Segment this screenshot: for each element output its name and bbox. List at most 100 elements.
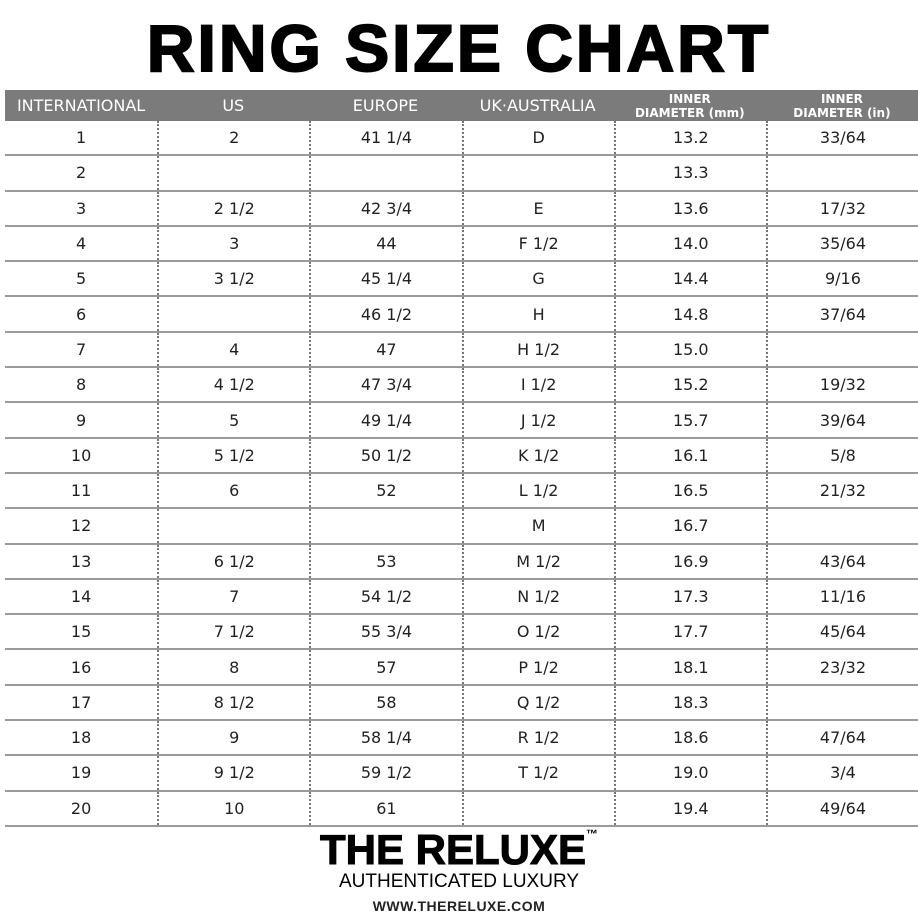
table-cell: N 1/2 [461, 579, 614, 614]
column-header: UK·AUSTRALIA [479, 96, 596, 115]
table-cell: 4 [75, 234, 87, 254]
table-cell: 16.5 [613, 473, 766, 508]
table-row: 17 8 1/2 58 Q 1/2 18.3 [5, 685, 918, 722]
table-cell: 19.0 [613, 756, 766, 790]
table-cell: 47 [309, 332, 461, 367]
table-cell: K 1/2 [461, 438, 614, 472]
table-cell: 18.1 [613, 650, 766, 684]
table-cell: 33/64 [765, 121, 918, 155]
table-cell: 9 [75, 410, 87, 430]
table-cell [309, 509, 461, 543]
table-cell: 6 [157, 473, 309, 508]
table-cell: 14.4 [613, 262, 766, 296]
table-row: 10 5 1/2 50 1/2 K 1/2 16.1 5/8 [5, 438, 918, 474]
table-cell: 57 [309, 650, 461, 684]
trademark: ™ [586, 827, 599, 841]
table-cell: 17 [70, 692, 92, 712]
table-row: 4 3 44 F 1/2 14.0 35/64 [5, 226, 918, 263]
table-cell: 3/4 [765, 756, 918, 790]
table-cell: G [461, 262, 614, 296]
table-cell: 14 [70, 587, 92, 606]
table-cell: 4 1/2 [157, 368, 309, 402]
table-row: 9 5 49 1/4 J 1/2 15.7 39/64 [5, 403, 918, 439]
table-cell [765, 332, 918, 367]
table-cell: 3 [157, 226, 309, 261]
table-cell: P 1/2 [461, 650, 614, 684]
table-cell: 54 1/2 [309, 579, 461, 614]
table-cell: 4 [157, 332, 309, 367]
brand-name: THE RELUXE [319, 826, 587, 873]
table-cell: 47/64 [765, 721, 918, 755]
table-cell: D [461, 121, 614, 155]
table-cell: 16.9 [613, 544, 766, 578]
table-cell: 2 [75, 163, 87, 183]
table-cell: 18.6 [613, 721, 766, 755]
table-cell: 9/16 [765, 262, 918, 296]
table-row: 13 6 1/2 53 M 1/2 16.9 43/64 [5, 544, 918, 580]
table-cell: 19/32 [765, 368, 918, 402]
table-row: 11 6 52 L 1/2 16.5 21/32 [5, 473, 918, 510]
table-cell [461, 156, 614, 190]
table-row: 20 10 61 19.4 49/64 [5, 791, 918, 827]
column-header: INNER DIAMETER (in) [766, 92, 918, 120]
table-cell: 13.6 [613, 191, 766, 225]
table-cell: 58 1/4 [309, 721, 461, 755]
table-cell: 59 1/2 [309, 756, 461, 790]
table-row: 1 2 41 1/4 D 13.2 33/64 [5, 121, 918, 157]
table-row: 15 7 1/2 55 3/4 O 1/2 17.7 45/64 [5, 615, 918, 651]
table-cell: 55 3/4 [309, 615, 461, 649]
table-cell: 16 [70, 657, 92, 677]
table-cell [765, 685, 918, 720]
table-cell: 2 1/2 [157, 191, 309, 225]
table-cell: R 1/2 [461, 721, 614, 755]
brand-tagline: AUTHENTICATED LUXURY [339, 871, 579, 892]
table-cell: 44 [309, 226, 461, 261]
column-header: EUROPE [352, 96, 419, 115]
table-cell: 3 1/2 [157, 262, 309, 296]
table-cell [157, 509, 309, 543]
table-cell: 49/64 [765, 791, 918, 825]
table-cell: 8 [157, 650, 309, 684]
table-row: 6 46 1/2 H 14.8 37/64 [5, 297, 918, 333]
table-cell: 43/64 [765, 544, 918, 578]
table-cell: Q 1/2 [461, 685, 614, 720]
table-cell: 20 [70, 798, 92, 818]
table-cell: 5 1/2 [157, 438, 309, 472]
table-cell [461, 791, 614, 825]
table-row: 5 3 1/2 45 1/4 G 14.4 9/16 [5, 262, 918, 298]
table-cell: 13.2 [613, 121, 766, 155]
table-cell [309, 156, 461, 190]
table-cell: 18 [70, 728, 92, 748]
table-row: 7 4 47 H 1/2 15.0 [5, 332, 918, 369]
table-cell: 17.7 [613, 615, 766, 649]
table-body: 1 2 41 1/4 D 13.2 33/64 2 13.3 3 2 1/2 42 3/4 E 13.6… [5, 121, 918, 827]
table-cell: 5/8 [765, 438, 918, 472]
table-cell: 45 1/4 [309, 262, 461, 296]
column-header-line: INNER [820, 91, 863, 106]
ring-size-table: INTERNATIONAL US EUROPE UK·AUSTRALIA INNER DI… [5, 90, 918, 827]
table-cell: L 1/2 [461, 473, 614, 508]
table-row: 8 4 1/2 47 3/4 I 1/2 15.2 19/32 [5, 368, 918, 404]
table-cell: M 1/2 [461, 544, 614, 578]
table-cell: 17/32 [765, 191, 918, 225]
table-cell: 23/32 [765, 650, 918, 684]
table-cell: 61 [309, 791, 461, 825]
table-cell: 11 [70, 481, 92, 501]
table-cell: 15.0 [613, 332, 766, 367]
website-url: WWW.THERELUXE.COM [372, 898, 546, 914]
table-cell: 9 [157, 721, 309, 755]
table-header: INTERNATIONAL US EUROPE UK·AUSTRALIA INNER DI… [5, 90, 918, 121]
table-cell: 5 [75, 269, 87, 289]
table-cell: 15.2 [613, 368, 766, 402]
table-cell: F 1/2 [461, 226, 614, 261]
table-cell: 7 [75, 339, 87, 359]
table-cell: 3 [75, 198, 87, 218]
table-cell: 49 1/4 [309, 403, 461, 437]
table-cell: 7 1/2 [157, 615, 309, 649]
table-cell: T 1/2 [461, 756, 614, 790]
table-cell: 19 [70, 763, 92, 783]
table-cell: 18.3 [613, 685, 766, 720]
table-row: 2 13.3 [5, 156, 918, 192]
brand-logo: THE RELUXE™ AUTHENTICATED LUXURY WWW.THE… [0, 826, 918, 914]
table-cell: I 1/2 [461, 368, 614, 402]
